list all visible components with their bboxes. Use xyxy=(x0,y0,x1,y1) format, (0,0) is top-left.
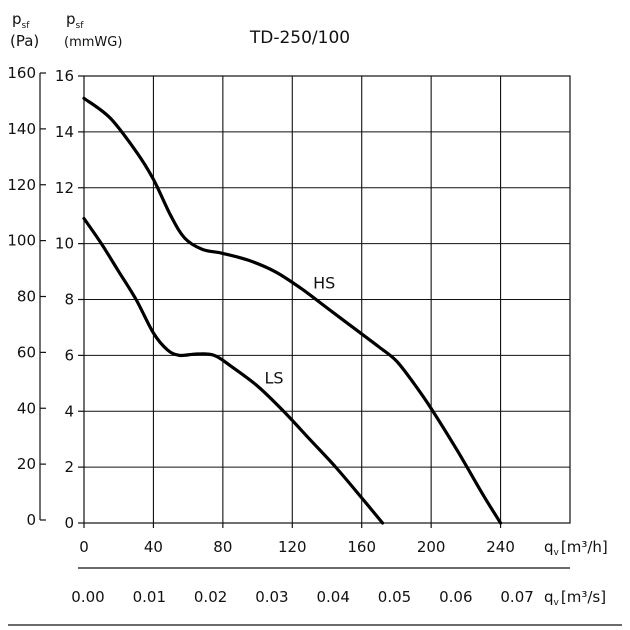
y-inner-axis-label: psf (mmWG) xyxy=(64,10,122,50)
x-primary-tick-label: 0 xyxy=(79,538,89,556)
x-secondary-tick-labels: 0.00 0.01 0.02 0.03 0.04 0.05 0.06 0.07 xyxy=(71,588,534,606)
y-left-tick-label: 0 xyxy=(26,511,36,529)
y-inner-tick-label: 0 xyxy=(64,514,74,532)
y-inner-tick-label: 16 xyxy=(55,67,74,85)
x-secondary-symbol: q xyxy=(544,588,554,606)
curve-labels: HS LS xyxy=(265,273,336,387)
x-secondary-unit: [m³/s] xyxy=(561,588,606,606)
y-inner-tick-label: 2 xyxy=(64,458,74,476)
y-inner-tick-label: 4 xyxy=(64,402,74,420)
y-left-tick-label: 160 xyxy=(7,64,36,82)
y-left-tick-label: 100 xyxy=(7,232,36,250)
y-left-tick-label: 20 xyxy=(17,455,36,473)
x-secondary-tick-label: 0.02 xyxy=(194,588,227,606)
x-secondary-tick-label: 0.04 xyxy=(316,588,349,606)
x-primary-subscript: v xyxy=(554,548,560,558)
x-secondary-tick-label: 0.05 xyxy=(378,588,411,606)
x-primary-tick-label: 240 xyxy=(486,538,515,556)
y-inner-subscript: sf xyxy=(76,21,85,31)
y-left-tick-label: 140 xyxy=(7,120,36,138)
x-primary-tick-label: 40 xyxy=(144,538,163,556)
curve-label-ls: LS xyxy=(265,368,284,387)
y-left-tick-labels: 0 20 40 60 80 100 120 140 160 xyxy=(7,64,36,529)
curves xyxy=(82,96,503,525)
y-inner-tick-label: 12 xyxy=(55,179,74,197)
svg-text:psf: psf xyxy=(66,10,84,31)
grid xyxy=(78,75,570,528)
curve-ls xyxy=(82,216,385,525)
x-primary-axis-label: qv [m³/h] xyxy=(544,538,608,558)
x-secondary-tick-label: 0.07 xyxy=(500,588,533,606)
plot-frame xyxy=(83,75,571,524)
x-primary-symbol: q xyxy=(544,538,554,556)
y-left-symbol: p xyxy=(12,10,22,28)
y-inner-tick-label: 14 xyxy=(55,123,74,141)
x-secondary-tick-label: 0.06 xyxy=(439,588,472,606)
chart-title: TD-250/100 xyxy=(249,28,350,48)
y-left-axis-label: psf (Pa) xyxy=(10,10,39,50)
x-primary-tick-label: 120 xyxy=(278,538,307,556)
x-secondary-axis-label: qv [m³/s] xyxy=(544,588,606,608)
x-secondary-subscript: v xyxy=(554,598,560,608)
y-left-unit: (Pa) xyxy=(10,32,39,50)
y-left-tick-label: 60 xyxy=(17,343,36,361)
x-secondary-tick-label: 0.00 xyxy=(71,588,104,606)
y-left-tick-label: 80 xyxy=(17,288,36,306)
y-left-subscript: sf xyxy=(22,21,31,31)
x-primary-tick-label: 80 xyxy=(213,538,232,556)
x-primary-unit: [m³/h] xyxy=(561,538,608,556)
y-inner-tick-label: 8 xyxy=(64,291,74,309)
y-left-tick-label: 120 xyxy=(7,176,36,194)
curve-hs xyxy=(82,96,503,525)
x-secondary-tick-label: 0.01 xyxy=(133,588,166,606)
svg-text:psf: psf xyxy=(12,10,30,31)
y-inner-symbol: p xyxy=(66,10,76,28)
y-inner-tick-label: 10 xyxy=(55,235,74,253)
x-primary-tick-labels: 0 40 80 120 160 200 240 xyxy=(79,538,515,556)
y-inner-tick-label: 6 xyxy=(64,346,74,364)
y-left-tick-label: 40 xyxy=(17,399,36,417)
x-primary-tick-label: 200 xyxy=(417,538,446,556)
x-primary-tick-label: 160 xyxy=(347,538,376,556)
y-inner-tick-labels: 0 2 4 6 8 10 12 14 16 xyxy=(55,67,74,532)
x-secondary-tick-label: 0.03 xyxy=(255,588,288,606)
y-left-axis xyxy=(39,72,46,521)
curve-label-hs: HS xyxy=(313,273,335,292)
y-inner-unit: (mmWG) xyxy=(64,35,122,50)
